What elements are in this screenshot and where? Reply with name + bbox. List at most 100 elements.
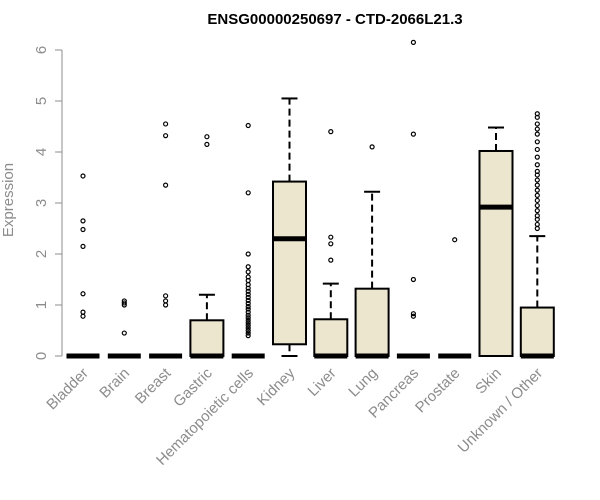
outlier-point [410,39,416,45]
outlier-point [534,146,540,153]
outlier-point [369,144,375,150]
x-tick-label: Lung [345,365,381,401]
box-group [66,173,100,359]
outlier-point [534,172,540,178]
y-tick-label: 1 [33,301,50,309]
outlier-point [534,221,540,228]
outlier-point [80,243,86,249]
outlier-point [80,226,86,233]
box-group [396,39,430,359]
y-tick-label: 2 [33,250,50,258]
outlier-point [534,202,540,209]
outlier-point [204,141,210,147]
x-tick-label: Brain [96,365,133,402]
outlier-point [80,173,86,179]
outlier-point [163,302,169,308]
outlier-point [534,187,540,193]
outlier-point [534,162,540,168]
outlier-point [245,264,251,270]
outlier-point [245,325,251,331]
outlier-point [245,315,251,321]
y-tick-label: 5 [33,97,50,105]
outlier-point [245,122,251,129]
outlier-point [328,129,334,135]
box-group [272,97,307,357]
box-group [438,237,472,359]
x-tick-label: Skin [472,365,505,398]
box-group [189,134,225,359]
x-tick-label: Prostate [412,365,464,417]
outlier-point [163,293,169,299]
outlier-point [534,154,540,160]
outlier-point [121,302,127,308]
x-tick-label: Liver [305,365,340,400]
outlier-point [204,134,210,140]
outlier-point [328,234,334,240]
y-tick-label: 0 [33,352,50,360]
y-axis: 0 1 2 3 4 5 6 [33,46,63,360]
outlier-point [328,257,334,263]
outlier-point [121,330,127,336]
x-tick-label: Breast [132,364,175,407]
box-iqr [272,180,307,346]
outlier-point [245,294,251,300]
outlier-point [410,131,416,137]
outlier-point [121,300,127,306]
outlier-point [534,177,540,183]
outlier-point [245,317,251,323]
box-iqr [189,319,225,357]
outlier-point [245,190,251,196]
chart-title: ENSG00000250697 - CTD-2066L21.3 [207,11,462,28]
outlier-point [534,121,540,127]
outlier-point [80,291,86,297]
box-group [107,298,141,359]
outlier-point [245,297,251,304]
outlier-point [245,291,251,297]
outlier-point [245,309,251,315]
outlier-point [80,218,86,224]
x-tick-label: Kidney [254,364,299,409]
outlier-point [245,306,251,312]
outlier-point [534,208,540,214]
outlier-point [534,114,540,120]
y-axis-label: Expression [0,163,17,237]
box-iqr [519,306,555,357]
outlier-point [245,333,251,339]
outlier-point [163,298,169,304]
outlier-point [80,309,86,315]
outlier-point [245,269,251,275]
outlier-point [245,322,251,328]
outlier-point [410,313,416,319]
y-tick-label: 4 [33,148,50,156]
outlier-point [245,312,251,318]
outlier-point [245,320,251,326]
box-group [231,122,265,359]
outlier-point [245,251,251,257]
box-group [354,144,390,359]
box-group [313,129,349,359]
box-group [149,121,183,359]
outlier-point [534,192,540,198]
outlier-point [80,313,86,319]
outlier-point [410,276,416,283]
outlier-point [245,300,251,307]
outlier-point [534,131,540,137]
y-tick-label: 6 [33,46,50,54]
outlier-point [245,303,251,310]
outlier-point [534,126,540,132]
y-tick-label: 3 [33,199,50,207]
outlier-point [245,285,251,291]
outlier-point [534,216,540,222]
outlier-point [534,197,540,204]
box-group [519,111,555,359]
outlier-point [328,241,334,247]
outlier-point [410,311,416,317]
box-iqr [478,149,514,357]
outlier-point [245,330,251,336]
plot-area [66,39,555,359]
outlier-point [534,139,540,145]
outlier-point [245,288,251,294]
outlier-point [163,182,169,188]
